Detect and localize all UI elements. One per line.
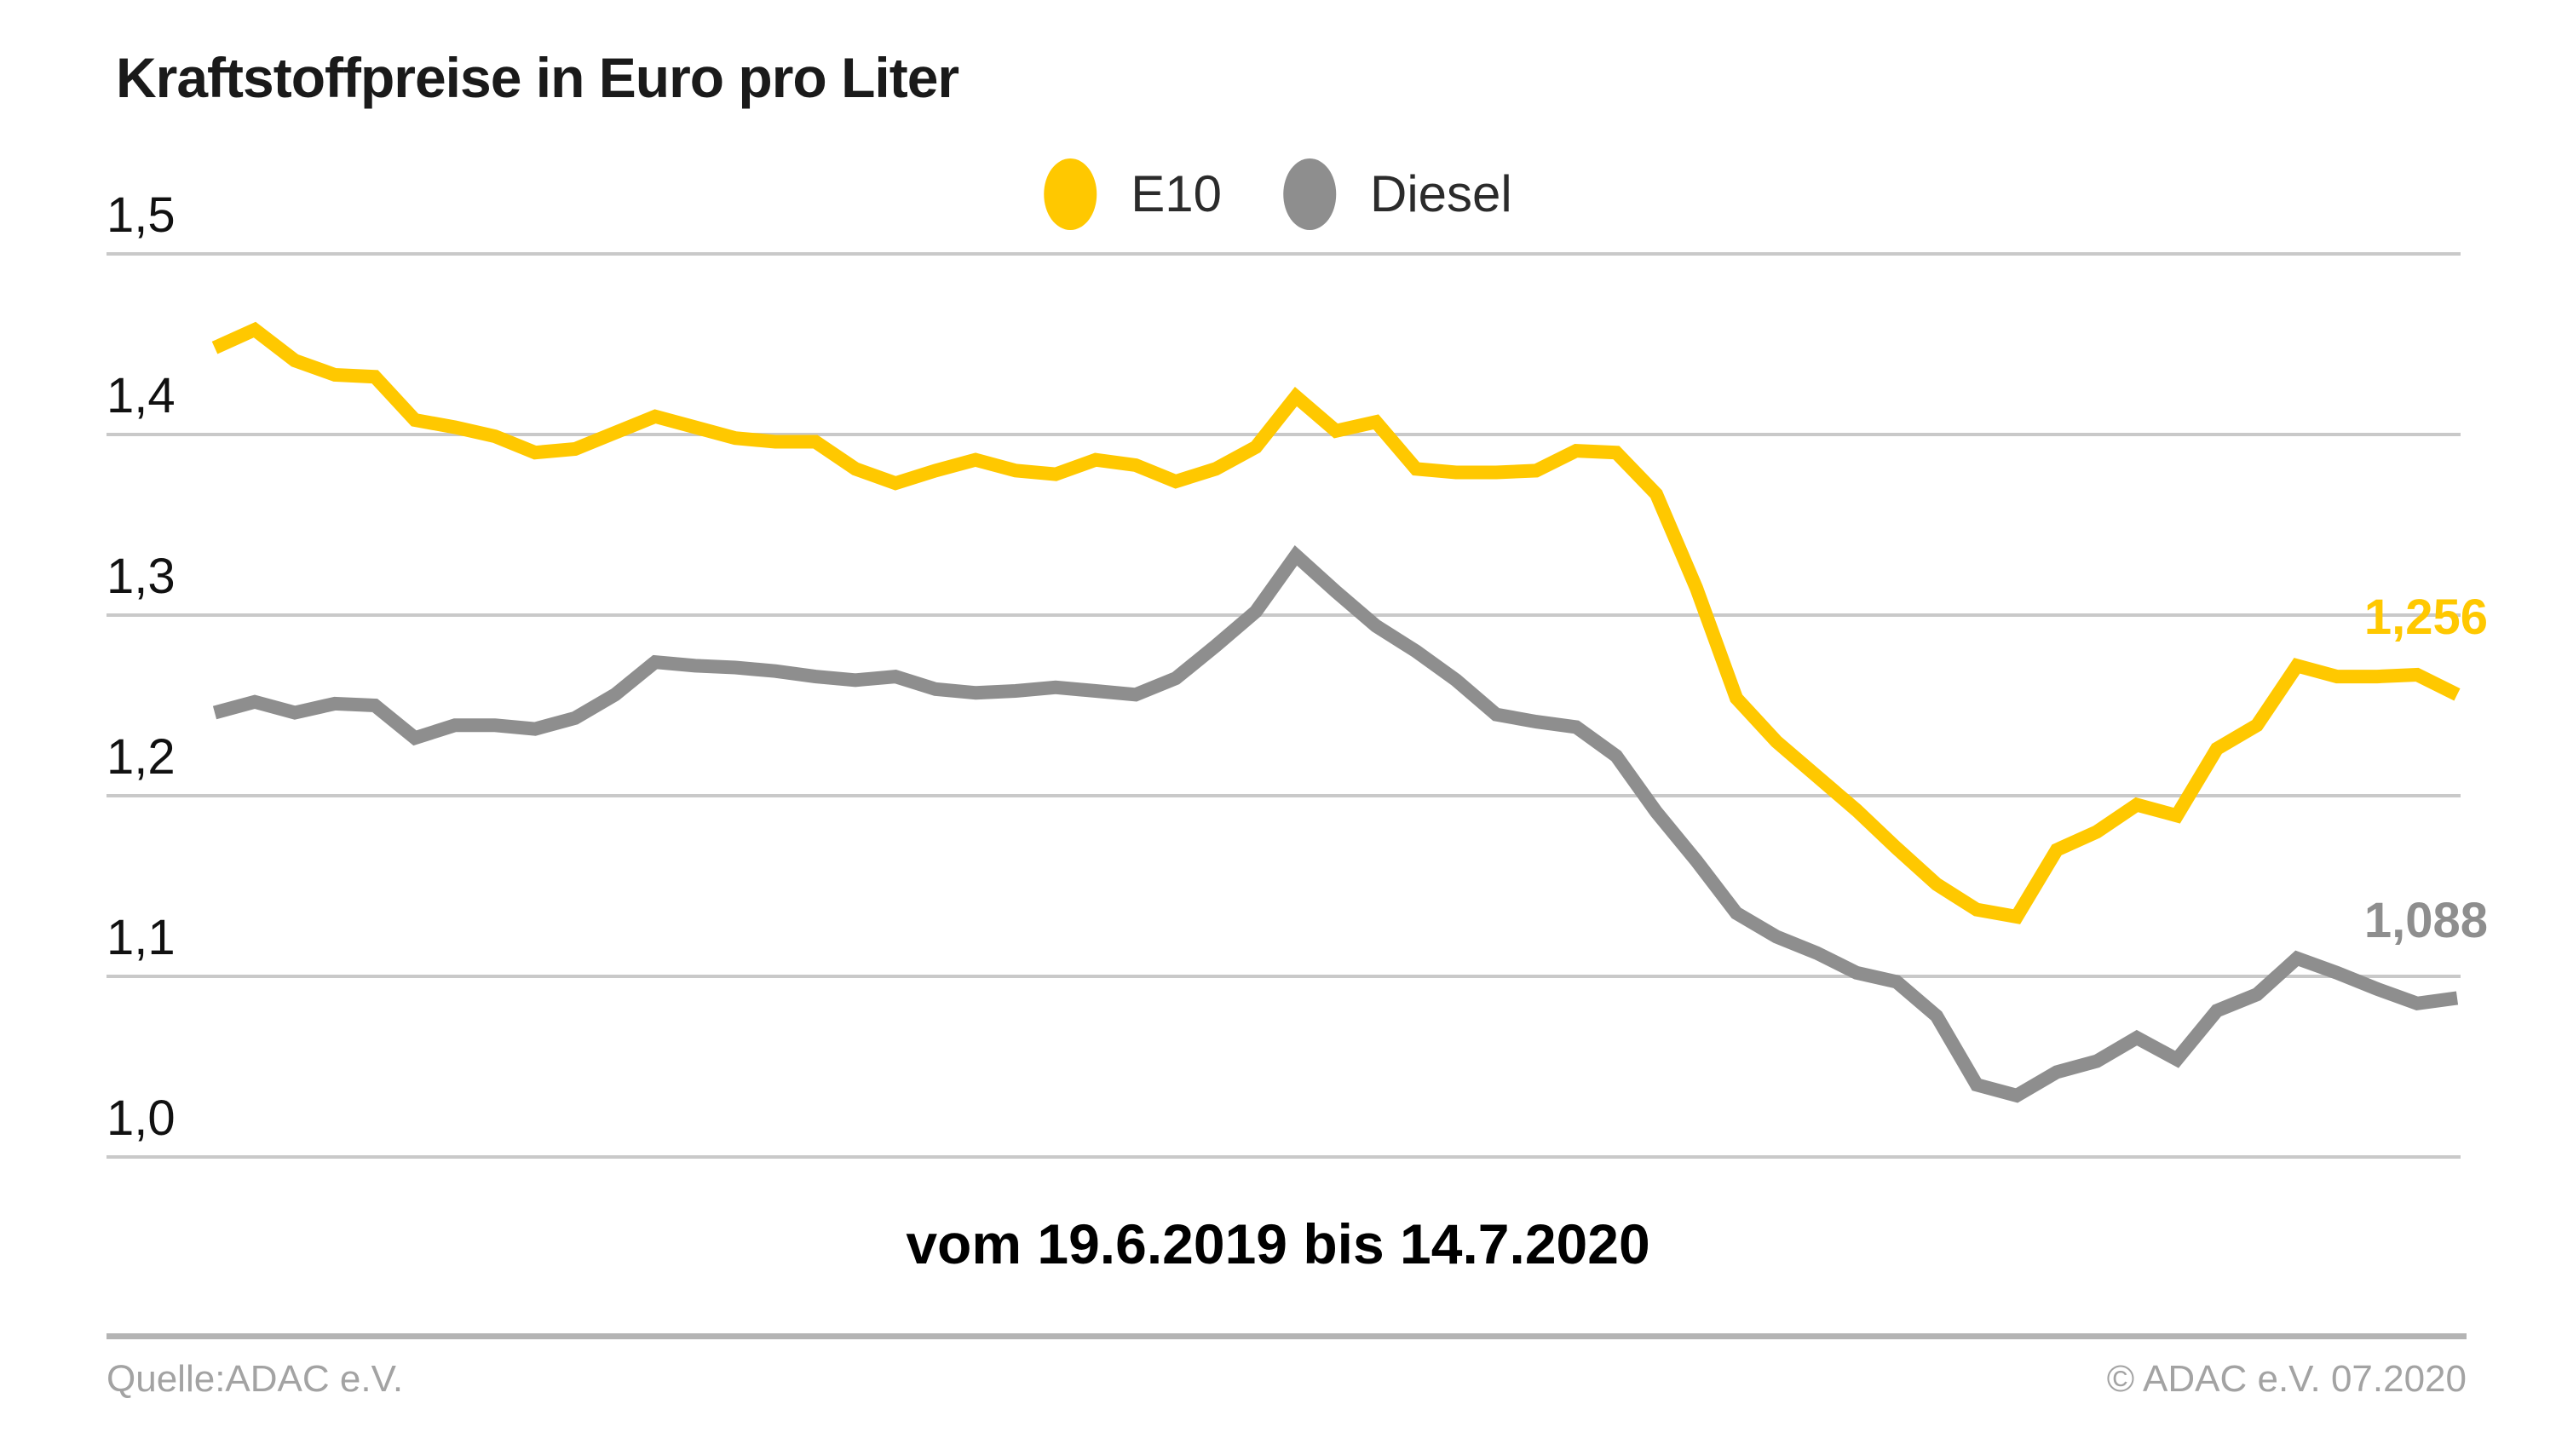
legend-item-e10: E10 — [1044, 158, 1222, 230]
series-line-e10 — [211, 321, 2461, 924]
series-line-diesel — [212, 545, 2459, 1103]
y-tick-label: 1,2 — [106, 729, 176, 785]
y-tick-label: 1,4 — [106, 368, 176, 423]
diesel-end-value-label: 1,088 — [2363, 893, 2488, 948]
footer-copyright: © ADAC e.V. 07.2020 — [2106, 1358, 2467, 1400]
diesel-dot-icon — [1283, 158, 1337, 230]
legend-label-diesel: Diesel — [1370, 165, 1512, 222]
y-tick-label: 1,1 — [106, 910, 176, 965]
e10-dot-icon — [1044, 158, 1097, 230]
y-tick-label: 1,3 — [106, 549, 176, 604]
e10-end-value-label: 1,256 — [2363, 590, 2488, 645]
footer-source: Quelle:ADAC e.V. — [106, 1358, 404, 1400]
y-tick-label: 1,0 — [106, 1091, 176, 1146]
chart-title: Kraftstoffpreise in Euro pro Liter — [116, 46, 959, 109]
footer-divider — [106, 1333, 2467, 1339]
x-axis-label: vom 19.6.2019 bis 14.7.2020 — [906, 1212, 1650, 1275]
legend-item-diesel: Diesel — [1283, 158, 1512, 230]
y-tick-label: 1,5 — [106, 187, 176, 243]
legend-label-e10: E10 — [1131, 165, 1223, 222]
legend: E10 Diesel — [1044, 156, 1512, 233]
